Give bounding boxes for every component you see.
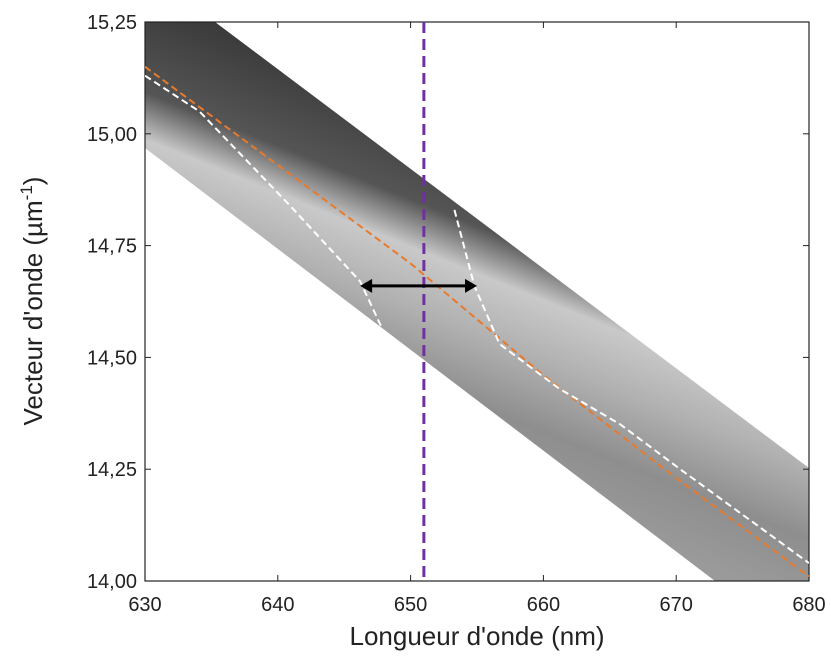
y-axis-title-sup: -1 [17,185,36,200]
y-tick-label: 14,00 [87,571,137,593]
y-axis-title-end: ) [18,177,48,186]
y-tick-label: 14,25 [87,459,137,481]
arrow-head [360,278,373,293]
y-axis-title-main: Vecteur d'onde (µm [18,200,48,425]
x-tick-label: 670 [660,594,693,616]
x-tick-label: 640 [261,594,294,616]
series-line [145,65,809,578]
x-tick-label: 630 [128,594,161,616]
spectrum-image [145,22,809,581]
x-axis-title: Longueur d'onde (nm) [349,621,604,651]
x-tick-label: 660 [527,594,560,616]
y-tick-label: 14,75 [87,236,137,258]
x-tick-label: 650 [394,594,427,616]
y-axis-title: Vecteur d'onde (µm-1) [17,177,48,426]
y-tick-label: 15,25 [87,12,137,34]
y-tick-label: 15,00 [87,124,137,146]
x-tick-label: 680 [792,594,825,616]
plot-frame [144,21,810,582]
arrow-head [465,278,477,293]
y-tick-label: 14,50 [87,347,137,369]
